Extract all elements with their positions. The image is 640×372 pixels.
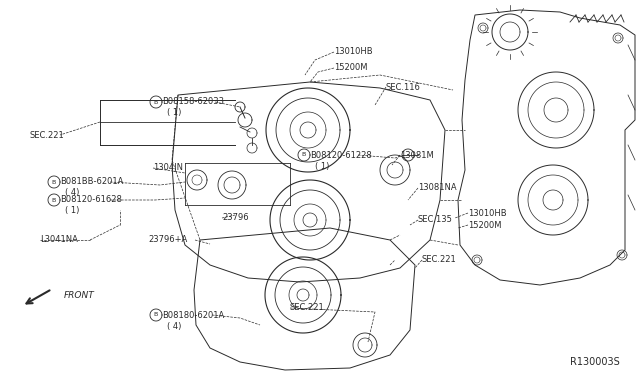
Text: 23796+A: 23796+A [148, 235, 188, 244]
Text: ( 1): ( 1) [167, 109, 181, 118]
Text: 23796: 23796 [222, 214, 248, 222]
Text: SEC.221: SEC.221 [290, 304, 324, 312]
Text: B: B [52, 180, 56, 185]
Text: B: B [52, 198, 56, 202]
Text: B08120-61628: B08120-61628 [60, 196, 122, 205]
Text: 15200M: 15200M [468, 221, 502, 230]
Text: B08120-61228: B08120-61228 [310, 151, 372, 160]
Text: SEC.116: SEC.116 [386, 83, 421, 92]
Text: 1304JN: 1304JN [153, 164, 183, 173]
Text: 13081NA: 13081NA [418, 183, 456, 192]
Text: 13010HB: 13010HB [468, 208, 507, 218]
Text: ( 1): ( 1) [315, 161, 330, 170]
Text: B: B [154, 99, 158, 105]
Text: SEC.135: SEC.135 [418, 215, 453, 224]
Text: B: B [302, 153, 306, 157]
Text: 15200M: 15200M [334, 64, 367, 73]
Text: B08158-62033: B08158-62033 [162, 97, 224, 106]
Text: R130003S: R130003S [570, 357, 620, 367]
Text: SEC.221: SEC.221 [30, 131, 65, 140]
Text: ( 1): ( 1) [65, 206, 79, 215]
Text: B08180-6201A: B08180-6201A [162, 311, 224, 320]
Text: SEC.221: SEC.221 [422, 256, 457, 264]
Text: 13081M: 13081M [400, 151, 434, 160]
Text: 13010HB: 13010HB [334, 48, 372, 57]
Text: FRONT: FRONT [64, 292, 95, 301]
Text: B081BB-6201A: B081BB-6201A [60, 177, 124, 186]
Text: ( 4): ( 4) [65, 189, 79, 198]
Text: ( 4): ( 4) [167, 321, 181, 330]
Text: B: B [154, 312, 158, 317]
Text: L3041NA: L3041NA [40, 235, 78, 244]
